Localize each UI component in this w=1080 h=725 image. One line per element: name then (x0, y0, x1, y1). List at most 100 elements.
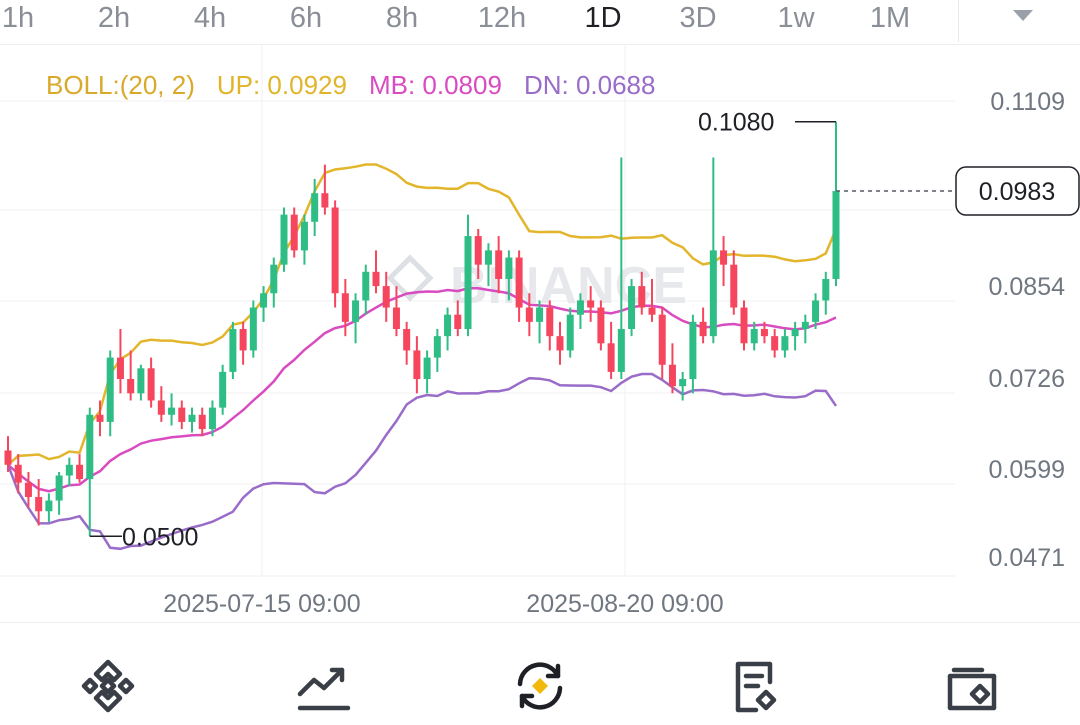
candle-body (658, 314, 666, 365)
candle-body (771, 336, 779, 351)
candle-body (76, 464, 84, 480)
candle-body (4, 450, 12, 465)
candle-body (321, 193, 329, 208)
candle-body (219, 371, 227, 408)
wallet-icon[interactable] (940, 654, 1004, 718)
current-price-label: 0.0983 (979, 178, 1055, 206)
candle-body (638, 286, 646, 308)
candle-body (127, 379, 135, 394)
candle-body (168, 407, 176, 415)
candle-body (801, 321, 809, 329)
price-axis-label: 0.0726 (989, 365, 1065, 393)
markets-chart-icon[interactable] (292, 654, 356, 718)
candle-body (484, 250, 492, 265)
tab-12h[interactable]: 12h (477, 2, 527, 34)
candle-body (699, 321, 707, 337)
candle-body (433, 336, 441, 358)
candle-body (239, 329, 247, 351)
candle-body (505, 257, 513, 279)
candle-body (576, 300, 584, 315)
candle-body (300, 221, 308, 251)
candle-body (311, 193, 319, 222)
candle-body (403, 329, 411, 351)
candle-body (536, 307, 544, 322)
tab-1w[interactable]: 1w (777, 2, 815, 34)
candle-body (444, 314, 452, 337)
candle-body (362, 271, 370, 301)
tab-1d[interactable]: 1D (584, 2, 622, 34)
candle-body (331, 207, 339, 294)
candle-body (96, 414, 104, 422)
candle-body (106, 357, 114, 422)
candle-body (382, 286, 390, 308)
price-axis-label: 0.1109 (990, 88, 1065, 116)
candle-body (352, 300, 360, 322)
candle-body (423, 357, 431, 380)
candle-body (617, 329, 625, 372)
candle-body (137, 368, 145, 394)
boll-mb-value: MB: 0.0809 (368, 70, 502, 100)
candle-body (86, 414, 94, 480)
trade-convert-icon[interactable] (508, 654, 572, 718)
candle-body (515, 257, 523, 308)
tab-1h[interactable]: 1h (1, 2, 35, 34)
candle-body (679, 379, 687, 387)
tab-3d[interactable]: 3D (679, 2, 717, 34)
boll-legend: BOLL:(20, 2) UP: 0.0929 MB: 0.0809 DN: 0.06… (46, 70, 677, 101)
boll-name: BOLL:(20, 2) (46, 70, 195, 100)
low-marker-label: 0.0500 (122, 523, 198, 551)
tab-4h[interactable]: 4h (193, 2, 227, 34)
tab-1m[interactable]: 1M (869, 2, 911, 34)
candle-body (781, 336, 789, 351)
candle-body (709, 250, 717, 337)
time-axis-label: 2025-08-20 09:00 (526, 590, 723, 618)
high-marker-label: 0.1080 (698, 109, 774, 137)
candle-body (812, 300, 820, 322)
candle-body (280, 214, 288, 265)
candle-body (760, 329, 768, 337)
tab-2h[interactable]: 2h (97, 2, 131, 34)
candle-body (597, 307, 605, 344)
time-axis-label: 2025-07-15 09:00 (163, 590, 360, 618)
orders-document-icon[interactable] (724, 654, 788, 718)
tab-6h[interactable]: 6h (289, 2, 323, 34)
candle-body (55, 475, 63, 501)
candle-body (607, 343, 615, 372)
candle-body (750, 329, 758, 344)
candle-body (392, 307, 400, 329)
boll-upper-line (7, 163, 838, 466)
candle-body (147, 368, 155, 401)
candle-body (198, 414, 206, 430)
candle-body (14, 464, 22, 483)
watermark-logo (386, 254, 434, 302)
binance-logo-icon[interactable] (76, 654, 140, 718)
candle-body (689, 321, 697, 380)
candle-body (587, 300, 595, 308)
candle-body (720, 250, 728, 265)
chevron-down-icon[interactable] (1013, 10, 1033, 21)
candle-body (474, 236, 482, 265)
candle-body (495, 250, 503, 279)
candle-body (648, 307, 656, 315)
candle-body (229, 329, 237, 372)
candle-body (178, 407, 186, 422)
candle-body (791, 329, 799, 337)
candle-body (260, 293, 268, 308)
candle-body (832, 191, 840, 279)
candle-body (208, 407, 216, 430)
candle-body (413, 350, 421, 380)
tab-8h[interactable]: 8h (385, 2, 419, 34)
price-axis-label: 0.0471 (989, 544, 1065, 572)
candle-body (249, 307, 257, 351)
candle-body (35, 496, 43, 512)
candle-body (668, 364, 676, 387)
tab-divider (958, 0, 959, 42)
boll-middle-line (7, 287, 837, 493)
candle-body (730, 264, 738, 308)
candle-body (556, 336, 564, 351)
candle-body (188, 414, 196, 422)
candle-body (454, 314, 462, 329)
timeframe-tabs: 1h 2h 4h 6h 8h 12h 1D 3D 1w 1M (0, 0, 1080, 42)
candle-body (341, 293, 349, 322)
